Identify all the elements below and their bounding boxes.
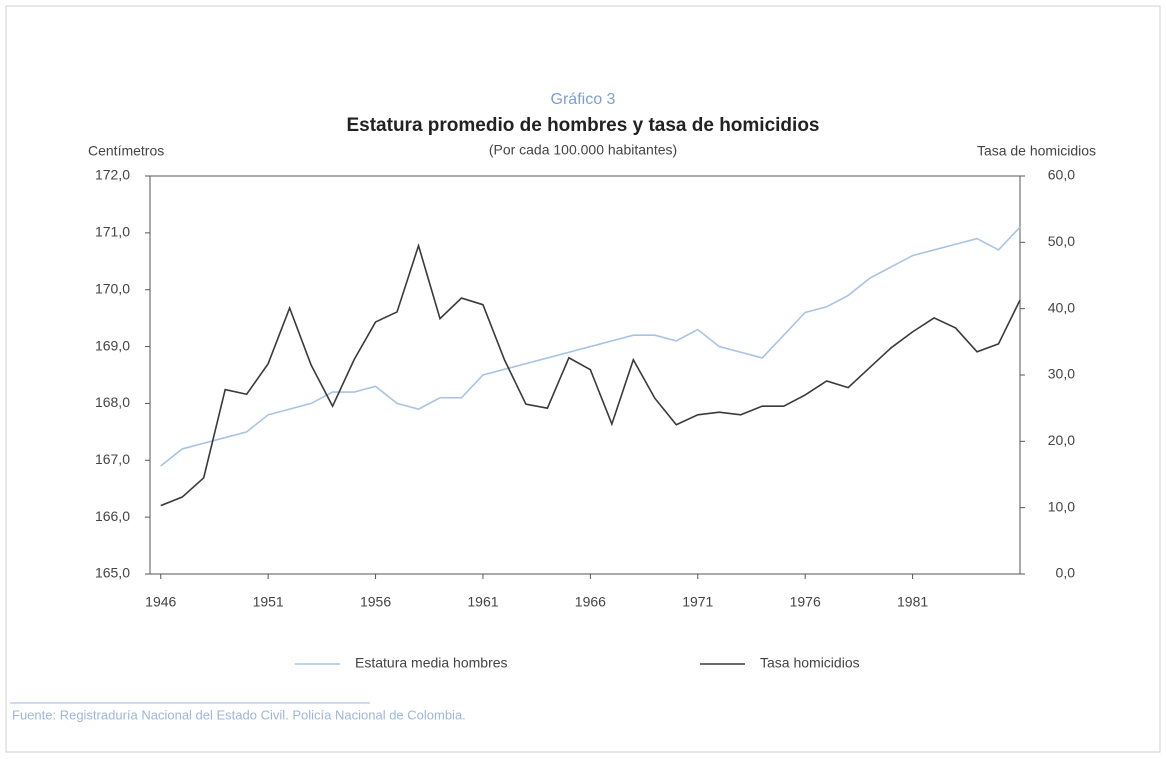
y2-axis-label: Tasa de homicidios: [977, 143, 1096, 159]
y2-tick-label: 50,0: [1048, 233, 1075, 249]
y-tick-label: 167,0: [95, 451, 130, 467]
y-axis-label: Centímetros: [88, 143, 164, 159]
chart-subtitle: (Por cada 100.000 habitantes): [489, 142, 677, 158]
x-tick-label: 1951: [253, 594, 284, 610]
x-tick-label: 1966: [575, 594, 606, 610]
chart-title: Estatura promedio de hombres y tasa de h…: [346, 115, 819, 136]
y2-tick-label: 0,0: [1056, 565, 1076, 581]
y2-tick-label: 20,0: [1048, 432, 1075, 448]
x-tick-label: 1971: [682, 594, 713, 610]
x-tick-label: 1976: [790, 594, 821, 610]
frame: [5, 5, 1161, 753]
y-tick-label: 170,0: [95, 280, 130, 296]
y-tick-label: 169,0: [95, 337, 130, 353]
series-line: [160, 242, 1021, 507]
y-tick-label: 166,0: [95, 508, 130, 524]
y2-tick-label: 60,0: [1048, 167, 1075, 183]
y-tick-label: 168,0: [95, 394, 130, 410]
y-tick-label: 172,0: [95, 167, 130, 183]
y2-tick-label: 10,0: [1048, 498, 1075, 514]
y-tick-label: 171,0: [95, 224, 130, 240]
x-tick-label: 1956: [360, 594, 391, 610]
chart-label: Gráfico 3: [551, 91, 616, 108]
x-tick-label: 1946: [145, 594, 176, 610]
y-tick-label: 165,0: [95, 565, 130, 581]
x-tick-label: 1981: [897, 594, 928, 610]
x-tick-label: 1961: [467, 594, 498, 610]
source: Fuente: Registraduría Nacional del Estad…: [12, 707, 466, 722]
legend-label: Estatura media hombres: [355, 655, 508, 671]
y2-tick-label: 30,0: [1048, 366, 1075, 382]
legend-label: Tasa homicidios: [760, 655, 860, 671]
y2-tick-label: 40,0: [1048, 299, 1075, 315]
series-line: [160, 226, 1021, 467]
